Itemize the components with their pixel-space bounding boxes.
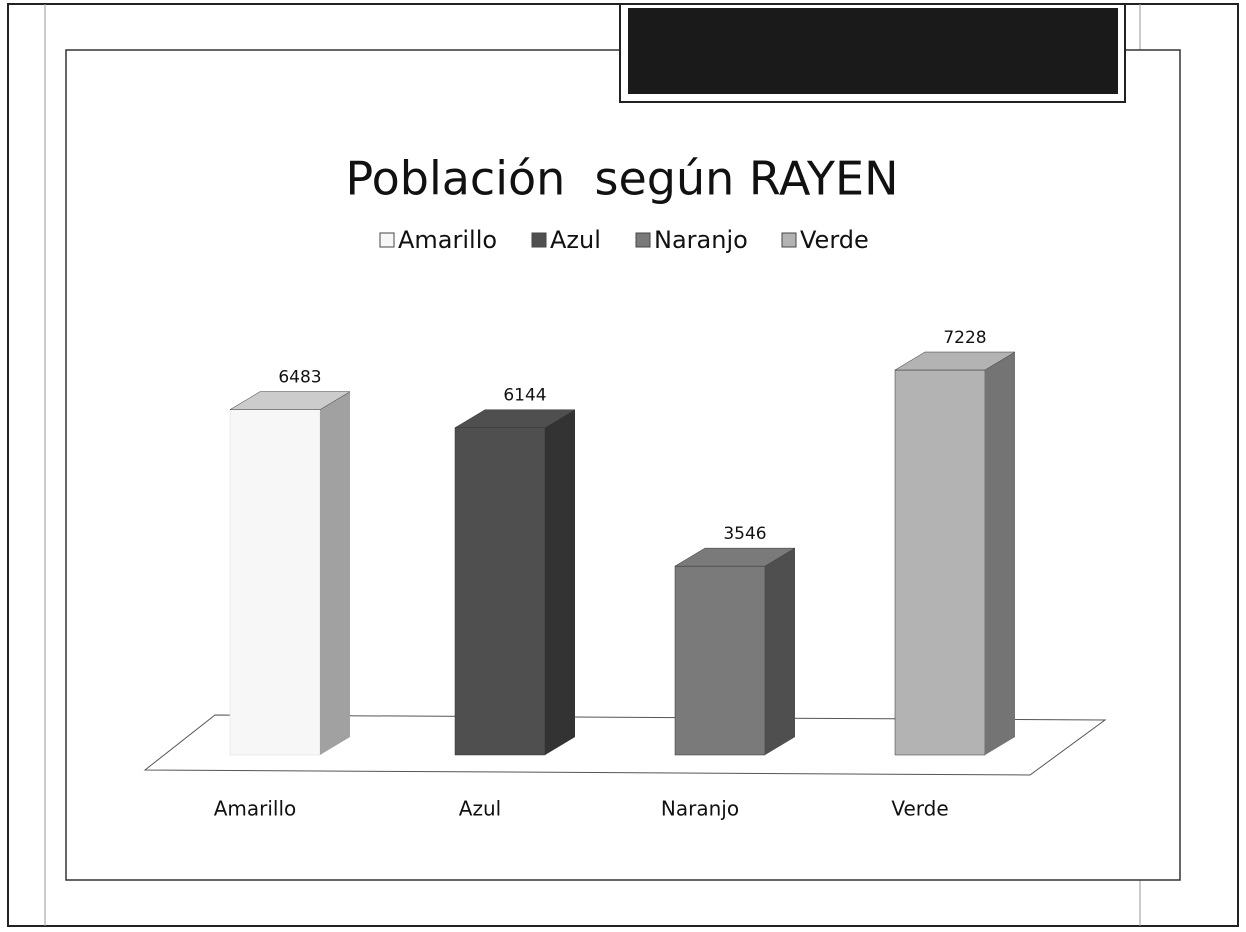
legend-swatch (379, 232, 395, 248)
legend-swatch (781, 232, 797, 248)
bar (229, 409, 321, 756)
x-tick-label: Amarillo (214, 797, 297, 821)
bar (894, 369, 986, 756)
legend-swatch (635, 232, 651, 248)
bar-side-shade (320, 391, 350, 755)
bar-top (454, 409, 576, 428)
x-tick-label: Verde (891, 797, 948, 821)
value-label: 7228 (943, 328, 986, 348)
bar-top (229, 391, 351, 410)
x-tick-label: Naranjo (661, 797, 739, 821)
bar-side-shade (985, 352, 1015, 755)
bar-side-shade (545, 409, 575, 755)
bar-side (545, 409, 575, 755)
bar-side (985, 352, 1015, 755)
bar (454, 427, 546, 756)
value-label: 6144 (503, 386, 546, 406)
legend-label: Naranjo (654, 226, 748, 254)
bar-side (320, 391, 350, 755)
chart-title: Población según RAYEN (346, 152, 899, 206)
value-label: 6483 (278, 368, 321, 388)
x-tick-label: Azul (459, 797, 501, 821)
legend-swatch (531, 232, 547, 248)
bar-side-shade (765, 548, 795, 755)
legend-label: Azul (550, 226, 601, 254)
bar (674, 565, 766, 756)
value-label: 3546 (723, 524, 766, 544)
legend-label: Amarillo (398, 226, 497, 254)
legend-label: Verde (800, 226, 869, 254)
bar-top (674, 547, 796, 567)
bar-top (894, 351, 1016, 371)
floor (143, 714, 1107, 776)
bar-side (765, 548, 795, 755)
header-fill (628, 8, 1118, 94)
